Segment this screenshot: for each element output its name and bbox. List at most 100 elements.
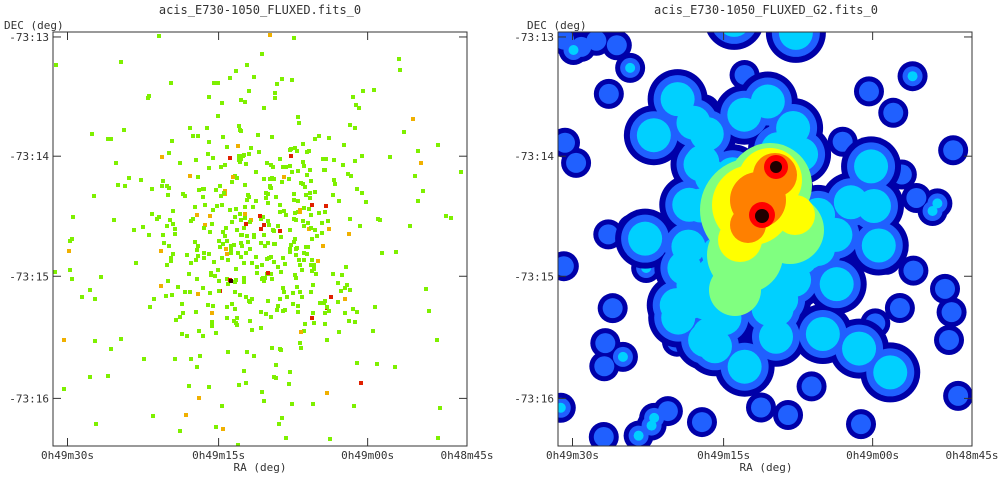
event-pixel-363 <box>262 276 266 280</box>
event-pixel-439 <box>309 226 313 230</box>
event-pixel-60 <box>343 286 347 290</box>
event-pixel-388 <box>196 254 200 258</box>
event-pixel-311 <box>217 289 221 293</box>
event-pixel-70 <box>326 219 330 223</box>
left-y-tick-label-0: -73:13 <box>9 31 49 44</box>
event-pixel-478 <box>357 106 361 110</box>
intensity-blob-105 <box>907 71 918 82</box>
event-pixel-567 <box>258 214 262 218</box>
intensity-blob-103 <box>649 412 660 423</box>
event-pixel-345 <box>306 221 310 225</box>
intensity-blob-81 <box>939 329 960 350</box>
event-pixel-270 <box>191 217 195 221</box>
event-pixel-451 <box>341 163 345 167</box>
event-pixel-158 <box>331 193 335 197</box>
event-pixel-188 <box>281 256 285 260</box>
event-pixel-207 <box>320 221 324 225</box>
event-pixel-206 <box>180 332 184 336</box>
event-pixel-434 <box>236 443 240 446</box>
event-pixel-81 <box>208 214 212 218</box>
intensity-blob-77 <box>602 298 623 319</box>
event-pixel-10 <box>240 244 244 248</box>
intensity-blob-343 <box>661 300 696 335</box>
event-pixel-71 <box>209 271 213 275</box>
event-pixel-411 <box>244 162 248 166</box>
event-pixel-268 <box>173 357 177 361</box>
event-pixel-296 <box>337 330 341 334</box>
event-pixel-454 <box>302 329 306 333</box>
event-pixel-450 <box>293 273 297 277</box>
event-pixel-371 <box>239 218 243 222</box>
event-pixel-210 <box>262 233 266 237</box>
event-pixel-136 <box>165 263 169 267</box>
event-pixel-319 <box>231 175 235 179</box>
event-pixel-72 <box>278 297 282 301</box>
event-pixel-527 <box>352 404 356 408</box>
event-pixel-3 <box>203 223 207 227</box>
event-pixel-165 <box>165 224 169 228</box>
event-pixel-228 <box>155 217 159 221</box>
event-pixel-84 <box>323 210 327 214</box>
event-pixel-25 <box>212 260 216 264</box>
event-pixel-519 <box>234 321 238 325</box>
event-pixel-51 <box>301 219 305 223</box>
event-pixel-201 <box>247 89 251 93</box>
event-pixel-202 <box>198 354 202 358</box>
event-pixel-198 <box>273 91 277 95</box>
right-smoothed-image <box>558 32 972 446</box>
event-pixel-343 <box>279 270 283 274</box>
event-pixel-372 <box>269 272 273 276</box>
event-pixel-46 <box>242 280 246 284</box>
event-pixel-40 <box>187 272 191 276</box>
event-pixel-37 <box>168 218 172 222</box>
event-pixel-166 <box>348 288 352 292</box>
event-pixel-426 <box>355 310 359 314</box>
event-pixel-397 <box>244 251 248 255</box>
event-pixel-170 <box>303 322 307 326</box>
event-pixel-447 <box>308 196 312 200</box>
event-pixel-502 <box>268 185 272 189</box>
event-pixel-113 <box>240 233 244 237</box>
event-pixel-142 <box>292 198 296 202</box>
left-x-tick-label-1: 0h49m15s <box>192 449 245 462</box>
event-pixel-518 <box>292 36 296 40</box>
event-pixel-353 <box>259 310 263 314</box>
intensity-blob-321 <box>689 116 724 151</box>
event-pixel-216 <box>351 307 355 311</box>
event-pixel-133 <box>267 223 271 227</box>
event-pixel-373 <box>309 179 313 183</box>
left-y-tick-label-3: -73:16 <box>9 392 49 405</box>
event-pixel-2 <box>254 255 258 259</box>
event-pixel-287 <box>207 166 211 170</box>
event-pixel-23 <box>296 115 300 119</box>
event-pixel-197 <box>292 240 296 244</box>
event-pixel-76 <box>243 212 247 216</box>
intensity-blob-293 <box>854 149 889 184</box>
event-pixel-573 <box>229 279 233 283</box>
intensity-blob-57 <box>606 35 627 56</box>
intensity-blob-357 <box>709 264 761 316</box>
event-pixel-127 <box>243 100 247 104</box>
event-pixel-444 <box>183 290 187 294</box>
event-pixel-289 <box>194 258 198 262</box>
event-pixel-288 <box>311 283 315 287</box>
event-pixel-437 <box>167 186 171 190</box>
event-pixel-78 <box>287 177 291 181</box>
event-pixel-501 <box>176 285 180 289</box>
event-pixel-329 <box>262 106 266 110</box>
event-pixel-490 <box>299 181 303 185</box>
event-pixel-313 <box>218 184 222 188</box>
event-pixel-243 <box>256 133 260 137</box>
event-pixel-512 <box>62 338 66 342</box>
event-pixel-225 <box>248 247 252 251</box>
event-pixel-280 <box>245 198 249 202</box>
event-pixel-328 <box>237 158 241 162</box>
right-y-axis-label: DEC (deg) <box>527 19 587 32</box>
event-pixel-398 <box>308 191 312 195</box>
event-pixel-86 <box>313 190 317 194</box>
event-pixel-341 <box>195 277 199 281</box>
left-plot-frame <box>52 31 468 447</box>
event-pixel-383 <box>264 312 268 316</box>
event-pixel-281 <box>225 239 229 243</box>
event-pixel-43 <box>269 315 273 319</box>
